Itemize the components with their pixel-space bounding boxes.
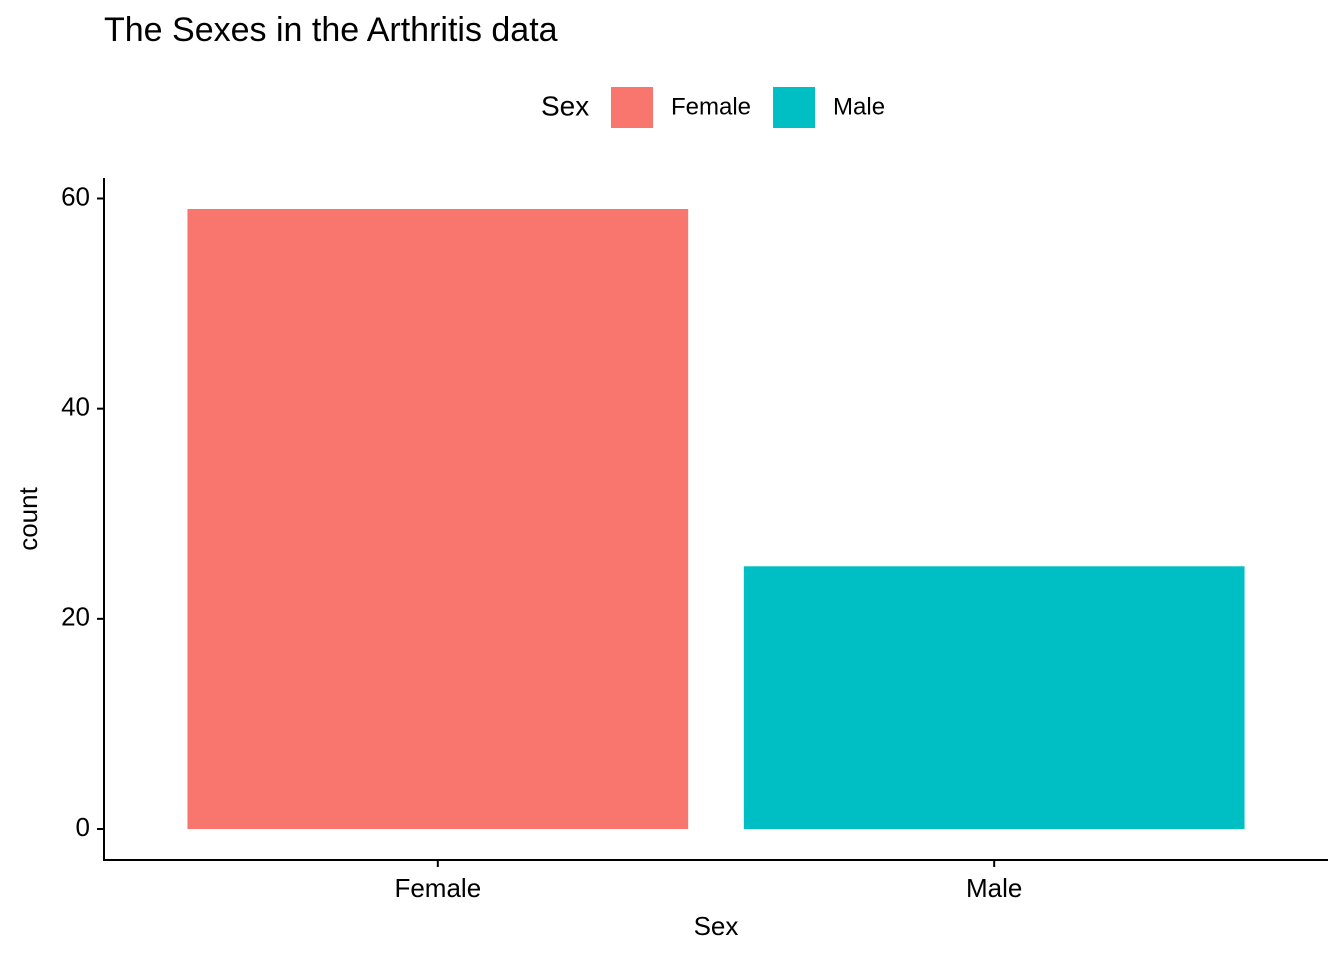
legend-key bbox=[611, 87, 653, 128]
legend-label: Male bbox=[833, 93, 885, 120]
legend-label: Female bbox=[671, 93, 751, 120]
legend-title: Sex bbox=[541, 90, 589, 121]
y-tick-label: 40 bbox=[61, 392, 90, 422]
y-tick-label: 20 bbox=[61, 602, 90, 632]
bar bbox=[187, 209, 689, 829]
y-tick-label: 0 bbox=[76, 812, 90, 842]
chart-title: The Sexes in the Arthritis data bbox=[104, 11, 558, 49]
x-tick-label: Male bbox=[966, 873, 1022, 903]
y-axis-title: count bbox=[13, 486, 43, 550]
y-tick-label: 60 bbox=[61, 181, 90, 211]
x-tick-label: Female bbox=[394, 873, 481, 903]
bar bbox=[743, 566, 1245, 829]
x-axis-title: Sex bbox=[694, 911, 739, 941]
legend-key bbox=[773, 87, 816, 128]
